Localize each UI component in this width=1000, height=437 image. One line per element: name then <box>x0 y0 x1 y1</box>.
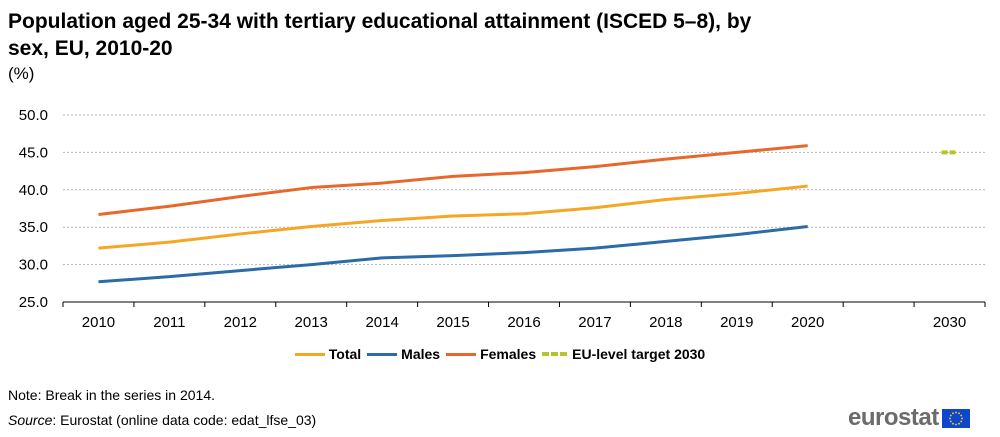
flag-star <box>949 420 952 422</box>
x-tick-label: 2011 <box>153 314 185 331</box>
y-tick-label: 45.0 <box>19 144 48 161</box>
flag-star <box>949 414 952 416</box>
legend-label: Males <box>401 346 441 362</box>
gridlines <box>63 114 985 266</box>
legend-item: Males <box>367 346 440 362</box>
source-prefix: Source <box>8 412 53 428</box>
flag-star <box>957 411 960 414</box>
series-lines <box>98 144 958 284</box>
x-tick-label: 2016 <box>507 314 540 331</box>
legend-item: EU-level target 2030 <box>542 346 705 362</box>
y-tick-label: 35.0 <box>19 219 48 236</box>
legend-item: Females <box>446 346 536 362</box>
source-line: Source: Eurostat (online data code: edat… <box>8 412 316 428</box>
logo-text: eurostat <box>848 404 939 431</box>
line-chart: 25.030.035.040.045.050.0 2010 2011 2012 201… <box>19 107 986 331</box>
legend-swatch <box>446 352 477 356</box>
chart-title: Population aged 25-34 with tertiary educ… <box>8 10 752 60</box>
legend-swatch <box>367 352 398 356</box>
legend-label: EU-level target 2030 <box>572 346 706 362</box>
flag-star <box>959 420 962 422</box>
flag-star <box>957 422 960 425</box>
x-tick-label: 2013 <box>295 314 328 331</box>
series-line-2 <box>98 144 808 216</box>
flag-star <box>954 411 957 413</box>
legend-swatch <box>294 352 325 356</box>
x-axis: 2010 2011 2012 2013 2014 2015 2016 2017 2018 2019… <box>62 301 986 331</box>
x-tick-label: 2015 <box>436 314 469 331</box>
source-text: : Eurostat (online data code: edat_lfse_… <box>52 412 317 428</box>
footnote: Note: Break in the series in 2014. <box>8 387 216 403</box>
legend: Total Males Females EU-level target 2030 <box>0 346 1000 362</box>
x-tick-label: 2018 <box>649 314 682 331</box>
y-tick-label: 25.0 <box>19 294 48 311</box>
flag-star <box>948 417 951 419</box>
flag-star <box>951 411 954 414</box>
x-tick-label: 2020 <box>791 314 824 331</box>
eurostat-logo: eurostat <box>848 404 970 431</box>
legend-label: Total <box>328 346 362 362</box>
x-tick-label: 2012 <box>224 314 257 331</box>
series-line-1 <box>98 224 808 284</box>
legend-label: Females <box>480 346 537 362</box>
x-tick-label: 2014 <box>365 314 398 331</box>
y-tick-label: 30.0 <box>19 257 48 274</box>
eu-flag-icon <box>941 408 970 428</box>
x-tick-label: 2010 <box>82 314 115 331</box>
y-tick-label: 50.0 <box>19 107 48 124</box>
x-tick-label: 2019 <box>720 314 753 331</box>
flag-star <box>954 423 957 425</box>
legend-item: Total <box>294 346 362 362</box>
x-tick-label: 2017 <box>578 314 611 331</box>
y-tick-label: 40.0 <box>19 182 48 199</box>
unit-label: (%) <box>8 64 35 83</box>
legend-swatch <box>542 352 569 356</box>
flag-star <box>951 422 954 425</box>
flag-star <box>959 414 962 416</box>
series-line-0 <box>98 184 808 250</box>
x-tick-label: 2030 <box>933 314 966 331</box>
flag-star <box>960 417 963 419</box>
y-axis: 25.0 30.0 35.0 40.0 45.0 50.0 <box>19 107 48 311</box>
